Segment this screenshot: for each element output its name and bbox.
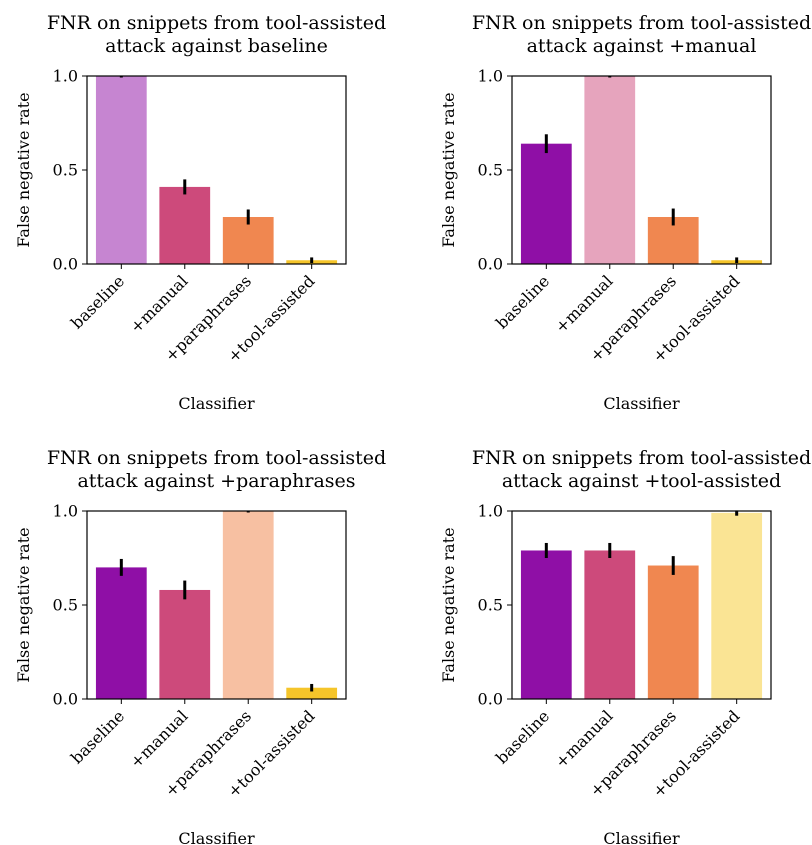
bar-manual xyxy=(584,76,636,264)
axes-frame xyxy=(86,75,347,265)
x-axis-label: Classifier xyxy=(603,394,680,413)
x-tick-label: baseline xyxy=(67,271,128,332)
x-tick-label: baseline xyxy=(492,271,553,332)
chart-panel-1: baseline+manual+paraphrases+tool-assiste… xyxy=(14,12,386,413)
x-axis-label: Classifier xyxy=(603,829,680,845)
chart-title-line-1: FNR on snippets from tool-assisted xyxy=(472,12,811,34)
y-tick-label: 0.0 xyxy=(53,255,78,274)
y-tick-label: 0.5 xyxy=(478,161,503,180)
bar-toolassisted xyxy=(286,687,338,699)
x-tick-label: +manual xyxy=(126,706,191,771)
bar-paraphrases xyxy=(647,565,699,699)
bar-paraphrases xyxy=(222,511,274,699)
x-axis-label: Classifier xyxy=(178,829,255,845)
y-tick-label: 1.0 xyxy=(478,67,503,86)
x-tick-label: +manual xyxy=(126,271,191,336)
chart-panel-4: baseline+manual+paraphrases+tool-assiste… xyxy=(439,447,811,845)
axes-frame xyxy=(511,75,772,265)
bar-paraphrases xyxy=(222,217,274,264)
y-tick-label: 0.0 xyxy=(53,690,78,709)
bar-manual xyxy=(159,589,211,699)
chart-title-line-2: attack against +manual xyxy=(527,35,757,57)
chart-title-line-1: FNR on snippets from tool-assisted xyxy=(47,12,386,34)
x-tick-label: +manual xyxy=(551,271,616,336)
x-tick-label: baseline xyxy=(492,706,553,767)
y-tick-label: 1.0 xyxy=(53,502,78,521)
y-tick-label: 0.5 xyxy=(53,596,78,615)
y-tick-label: 0.5 xyxy=(478,596,503,615)
x-axis-label: Classifier xyxy=(178,394,255,413)
y-axis-label: False negative rate xyxy=(439,92,458,247)
bar-baseline xyxy=(520,143,572,264)
bar-baseline xyxy=(95,76,147,264)
x-tick-label: baseline xyxy=(67,706,128,767)
y-tick-label: 1.0 xyxy=(53,67,78,86)
bar-manual xyxy=(159,186,211,264)
y-axis-label: False negative rate xyxy=(439,527,458,682)
y-tick-label: 0.0 xyxy=(478,690,503,709)
chart-title-line-1: FNR on snippets from tool-assisted xyxy=(472,447,811,469)
y-tick-label: 1.0 xyxy=(478,502,503,521)
chart-panel-2: baseline+manual+paraphrases+tool-assiste… xyxy=(439,12,811,413)
y-tick-label: 0.5 xyxy=(53,161,78,180)
y-axis-label: False negative rate xyxy=(14,92,33,247)
bar-baseline xyxy=(95,567,147,699)
axes-frame xyxy=(86,510,347,700)
chart-title-line-2: attack against baseline xyxy=(105,35,328,57)
chart-title-line-2: attack against +paraphrases xyxy=(77,470,355,492)
axes-frame xyxy=(511,510,772,700)
bar-baseline xyxy=(520,550,572,699)
y-tick-label: 0.0 xyxy=(478,255,503,274)
bar-manual xyxy=(584,550,636,699)
bar-toolassisted xyxy=(711,512,763,699)
chart-title-line-1: FNR on snippets from tool-assisted xyxy=(47,447,386,469)
chart-panel-3: baseline+manual+paraphrases+tool-assiste… xyxy=(14,447,386,845)
chart-title-line-2: attack against +tool-assisted xyxy=(502,470,781,492)
y-axis-label: False negative rate xyxy=(14,527,33,682)
x-tick-label: +manual xyxy=(551,706,616,771)
